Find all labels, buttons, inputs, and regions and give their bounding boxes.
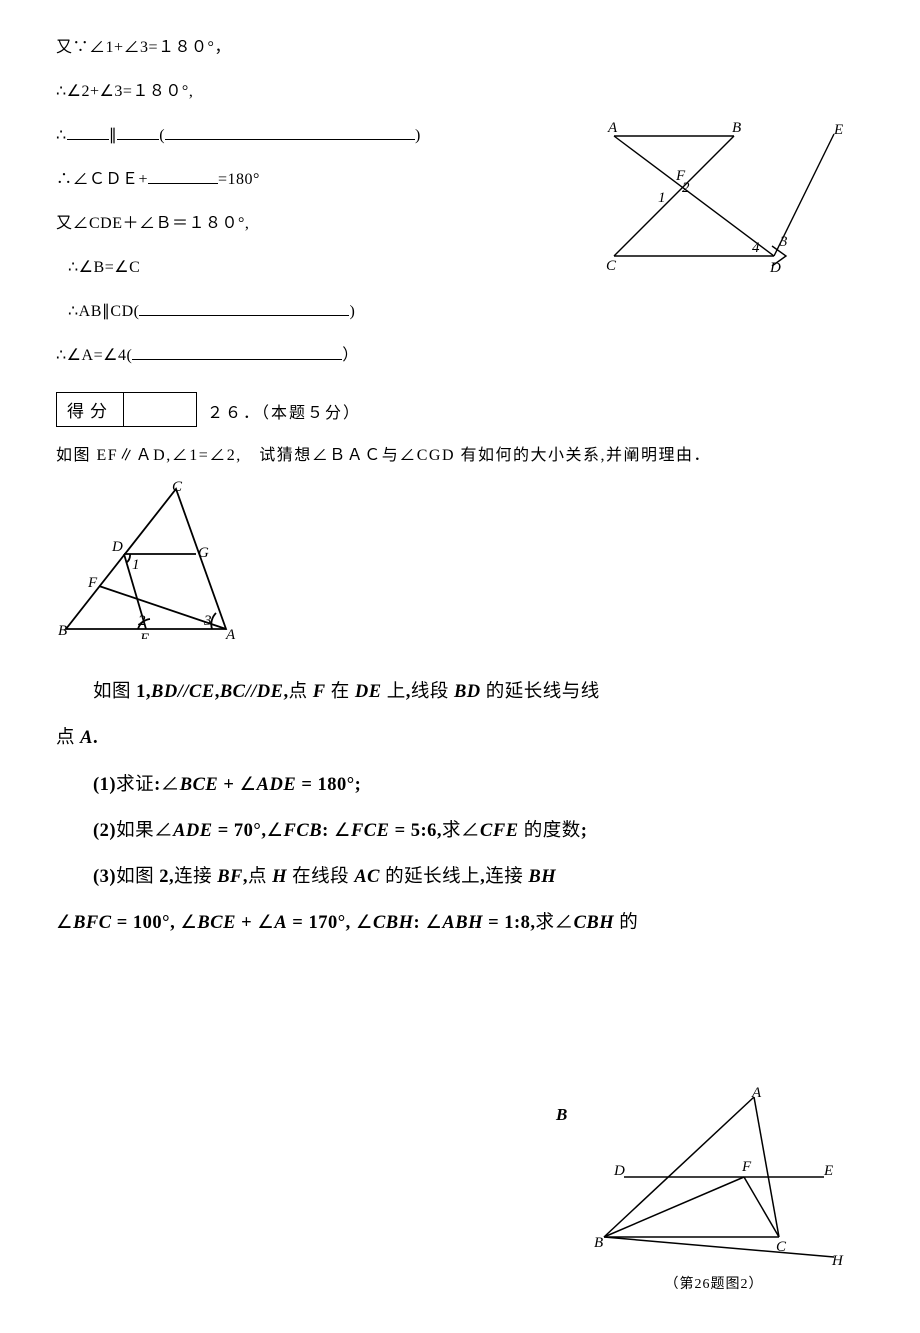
- svg-text:E: E: [139, 631, 149, 639]
- proof-line-8: ∴∠A=∠4(）: [56, 344, 864, 368]
- figure-2: C D G F B E A 1 2 3: [56, 479, 256, 639]
- figure-3: A D F E B C H: [584, 1087, 844, 1267]
- svg-text:C: C: [776, 1239, 787, 1255]
- s2-q3: (3)如图 2,连接 BF,点 H 在线段 AC 的延长线上,连接 BH: [56, 854, 864, 900]
- svg-text:A: A: [225, 627, 236, 639]
- svg-text:B: B: [58, 623, 67, 639]
- s2-q1: (1)求证:∠BCE + ∠ADE = 180°;: [56, 762, 864, 808]
- svg-text:3: 3: [203, 613, 212, 629]
- score-value: [124, 393, 196, 426]
- s2-p2: 点 A.: [56, 715, 864, 761]
- svg-text:2: 2: [138, 613, 146, 629]
- svg-text:4: 4: [752, 240, 760, 256]
- score-label: 得分: [57, 393, 124, 426]
- svg-text:F: F: [87, 575, 98, 591]
- svg-text:A: A: [751, 1087, 762, 1101]
- svg-text:H: H: [831, 1253, 844, 1267]
- figure-3-caption: （第26题图2）: [584, 1273, 844, 1293]
- svg-text:1: 1: [658, 190, 666, 206]
- svg-text:3: 3: [779, 234, 788, 250]
- q26-number: ２６．（本题５分）: [207, 399, 361, 427]
- s2-q2: (2)如果∠ADE = 70°,∠FCB: ∠FCE = 5:6,求∠CFE 的…: [56, 808, 864, 854]
- svg-text:D: D: [769, 260, 781, 276]
- svg-text:G: G: [198, 545, 209, 561]
- s2-p1: 如图 1,BD//CE,BC//DE,点 F 在 DE 上,线段 BD 的延长线…: [56, 669, 864, 715]
- score-box: 得分: [56, 392, 197, 427]
- s2-q4: ∠BFC = 100°, ∠BCE + ∠A = 170°, ∠CBH: ∠AB…: [56, 900, 864, 946]
- svg-text:C: C: [172, 479, 183, 495]
- svg-text:1: 1: [132, 557, 140, 573]
- svg-text:F: F: [741, 1159, 752, 1175]
- proof-line-1: 又∵∠1+∠3=１８０°，: [56, 36, 864, 60]
- svg-text:E: E: [833, 122, 843, 138]
- svg-text:C: C: [606, 258, 617, 274]
- q26-text: 如图 EF∥ＡD,∠1=∠2, 试猜想∠ＢＡＣ与∠CGD 有如何的大小关系,并阐…: [56, 441, 864, 465]
- svg-text:D: D: [613, 1163, 625, 1179]
- section-2: 如图 1,BD//CE,BC//DE,点 F 在 DE 上,线段 BD 的延长线…: [56, 669, 864, 947]
- svg-text:2: 2: [682, 180, 690, 196]
- svg-text:D: D: [111, 539, 123, 555]
- svg-text:B: B: [732, 120, 741, 136]
- proof-line-2: ∴∠2+∠3=１８０°,: [56, 80, 864, 104]
- fig3-label-B-outer: B: [556, 1105, 567, 1125]
- svg-text:A: A: [607, 120, 618, 136]
- svg-text:E: E: [823, 1163, 833, 1179]
- proof-line-7: ∴AB∥CD(): [56, 300, 864, 324]
- figure-1: A B E C D F 1 2 3 4: [584, 116, 864, 296]
- svg-text:B: B: [594, 1235, 603, 1251]
